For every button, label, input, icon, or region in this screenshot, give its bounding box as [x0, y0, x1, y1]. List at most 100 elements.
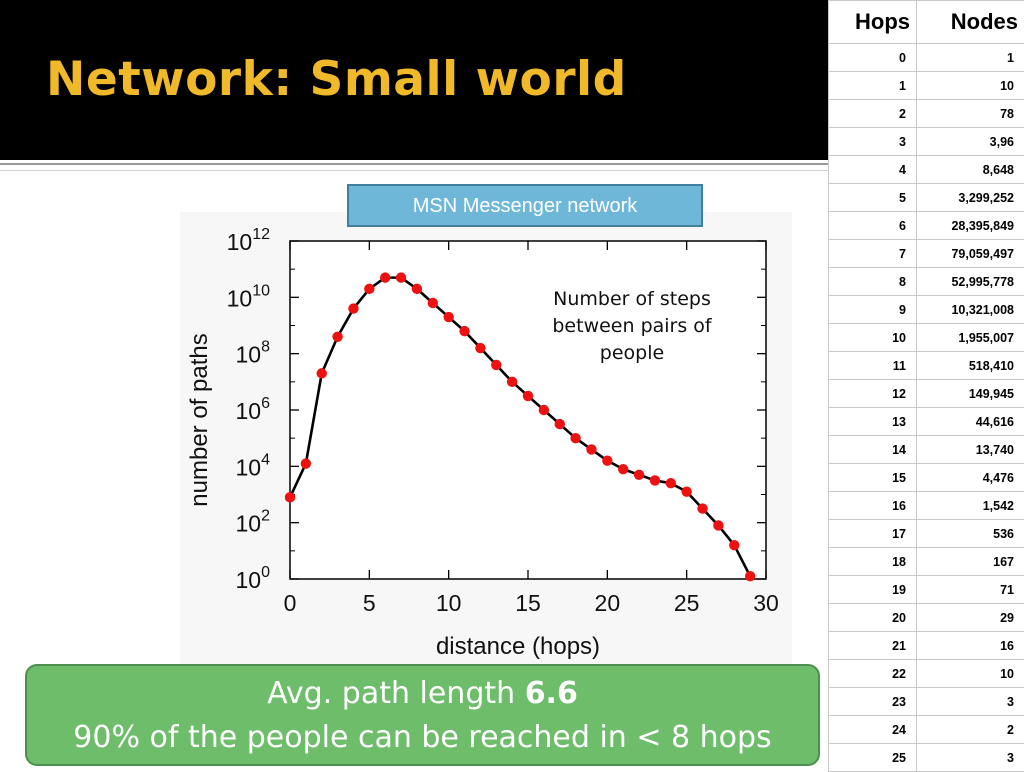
x-axis-label: distance (hops): [436, 633, 600, 660]
nodes-cell: 3,299,252: [917, 184, 1024, 212]
data-point: [332, 332, 342, 342]
title-banner: Network: Small world: [0, 0, 828, 160]
data-point: [697, 503, 707, 513]
data-point: [285, 492, 295, 502]
nodes-cell: 10: [917, 72, 1024, 100]
data-point: [348, 303, 358, 313]
y-tick-exponent: 10: [252, 282, 270, 299]
hops-cell: 23: [829, 688, 917, 716]
y-tick-label: 106: [236, 395, 271, 424]
title-divider: [0, 163, 828, 171]
y-tick-base: 10: [236, 511, 262, 537]
hops-cell: 8: [829, 268, 917, 296]
y-tick-exponent: 4: [261, 451, 270, 468]
hops-cell: 18: [829, 548, 917, 576]
data-point: [555, 419, 565, 429]
y-tick-base: 10: [227, 229, 253, 255]
nodes-cell: 79,059,497: [917, 240, 1024, 268]
y-tick-base: 10: [236, 398, 262, 424]
x-tick-label: 10: [436, 590, 462, 616]
nodes-cell: 1,955,007: [917, 324, 1024, 352]
summary-line-1: Avg. path length 6.6: [27, 672, 818, 716]
data-point: [586, 444, 596, 454]
nodes-cell: 1: [917, 44, 1024, 72]
hops-cell: 19: [829, 576, 917, 604]
data-point: [570, 433, 580, 443]
y-tick-label: 1012: [227, 226, 270, 255]
x-tick-label: 30: [753, 590, 779, 616]
x-tick-label: 15: [515, 590, 541, 616]
hops-cell: 10: [829, 324, 917, 352]
hops-cell: 7: [829, 240, 917, 268]
hops-cell: 11: [829, 352, 917, 380]
hops-cell: 24: [829, 716, 917, 744]
chart-note: Number of steps between pairs of people: [542, 286, 722, 367]
data-point: [713, 520, 723, 530]
data-point: [412, 284, 422, 294]
hops-cell: 16: [829, 492, 917, 520]
y-tick-base: 10: [236, 342, 262, 368]
data-point: [666, 478, 676, 488]
hops-cell: 14: [829, 436, 917, 464]
y-tick-label: 104: [236, 451, 271, 480]
nodes-cell: 4,476: [917, 464, 1024, 492]
data-point: [650, 475, 660, 485]
hops-cell: 4: [829, 156, 917, 184]
data-point: [428, 298, 438, 308]
column-header-nodes: Nodes: [917, 1, 1024, 44]
data-point: [396, 272, 406, 282]
data-point: [507, 377, 517, 387]
nodes-cell: 44,616: [917, 408, 1024, 436]
y-tick-exponent: 0: [261, 564, 270, 581]
hops-cell: 13: [829, 408, 917, 436]
data-point: [681, 486, 691, 496]
data-point: [634, 470, 644, 480]
data-point: [602, 456, 612, 466]
y-axis-label: number of paths: [186, 333, 213, 506]
y-tick-base: 10: [236, 454, 262, 480]
y-tick-label: 102: [236, 508, 271, 537]
hops-cell: 21: [829, 632, 917, 660]
nodes-cell: 3: [917, 744, 1024, 772]
y-tick-exponent: 6: [261, 395, 270, 412]
avg-path-length-value: 6.6: [525, 676, 578, 711]
hops-cell: 2: [829, 100, 917, 128]
chart-caption: MSN Messenger network: [347, 184, 703, 227]
nodes-cell: 78: [917, 100, 1024, 128]
nodes-cell: 8,648: [917, 156, 1024, 184]
hops-cell: 6: [829, 212, 917, 240]
data-point: [364, 284, 374, 294]
data-point: [317, 368, 327, 378]
table-header-row: Hops Nodes: [829, 1, 1024, 44]
hops-cell: 5: [829, 184, 917, 212]
data-point: [301, 458, 311, 468]
x-tick-label: 0: [284, 590, 297, 616]
data-point: [745, 571, 755, 581]
y-tick-exponent: 2: [261, 508, 270, 525]
column-header-hops: Hops: [829, 1, 917, 44]
y-tick-exponent: 12: [252, 226, 270, 243]
hops-cell: 22: [829, 660, 917, 688]
nodes-cell: 16: [917, 632, 1024, 660]
nodes-cell: 10,321,008: [917, 296, 1024, 324]
